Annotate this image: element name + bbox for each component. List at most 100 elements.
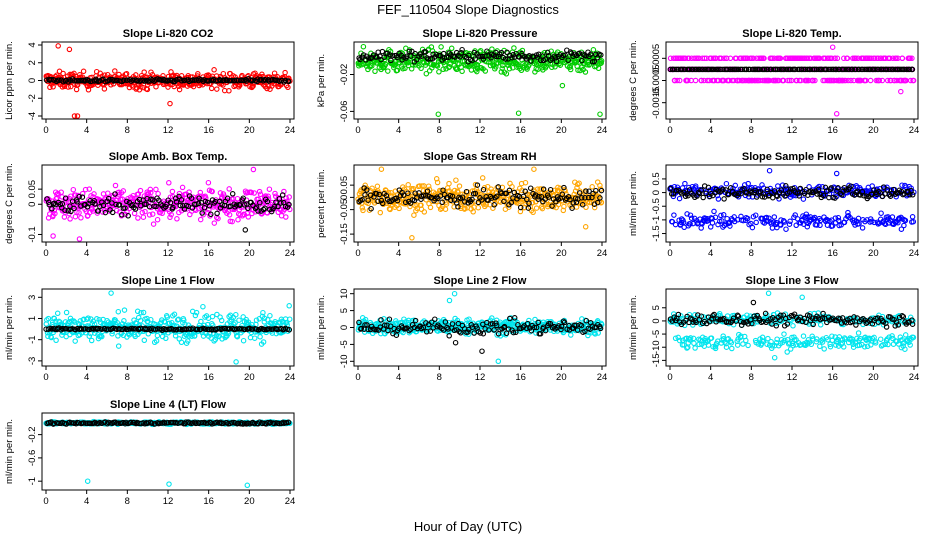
data-point [538,193,545,200]
data-point [262,205,268,212]
x-tick-label: 0 [43,372,48,383]
data-point [448,45,455,52]
data-point [358,325,365,332]
data-point [672,335,679,342]
panel-3: Slope Li-820 Temp.0 4 8 12 16 20 24-0.0015-0.0… [628,28,919,136]
data-point [852,66,859,73]
data-point [381,322,388,328]
data-point [721,196,727,202]
data-point [687,221,693,227]
data-point [360,43,367,50]
data-point [487,321,494,327]
data-point [108,290,114,296]
figure-title: FEF_110504 Slope Diagnostics [377,2,559,17]
data-point [257,199,263,206]
data-point [597,182,603,189]
data-point [438,44,444,50]
data-point [597,195,603,201]
data-point [568,332,574,338]
x-tick-label: 0 [667,248,672,259]
data-point [504,49,510,56]
data-point [690,322,696,328]
data-point [667,55,674,62]
data-point [74,113,81,119]
data-point [527,185,534,191]
data-point [812,77,818,84]
data-point [902,217,909,224]
data-point [364,187,370,193]
data-point [362,192,368,198]
data-point [247,77,254,83]
data-point [667,185,674,192]
data-point [743,77,749,84]
data-point [842,77,849,84]
data-point [226,186,232,192]
data-point [140,214,147,220]
data-point [472,56,478,62]
data-point [147,186,154,193]
data-point [899,55,906,62]
data-point [285,84,291,91]
data-point [241,211,248,218]
data-point [562,52,568,58]
data-point [266,186,273,192]
data-point [890,55,896,62]
panel-title: Slope Li-820 CO2 [123,28,213,40]
data-point [377,209,384,216]
data-point [271,70,278,76]
data-point [51,315,58,322]
x-tick-label: 24 [285,125,296,136]
data-point [528,327,535,334]
data-point [749,224,756,231]
data-point [86,186,93,192]
data-point [459,68,465,75]
data-point [196,195,202,201]
data-point [700,194,706,201]
data-point [150,221,157,227]
data-point [796,193,802,199]
data-point [425,183,432,189]
data-point [79,190,86,197]
data-point [121,77,127,84]
data-point [872,66,878,73]
data-point [455,189,461,196]
data-point [407,203,413,210]
data-point [540,186,547,192]
x-tick-label: 4 [84,125,89,136]
data-point [205,179,212,186]
data-point [446,333,452,339]
data-point [775,66,781,73]
data-point [197,216,204,223]
data-point [493,53,500,60]
data-point [909,192,916,198]
x-tick-label: 8 [437,125,442,136]
data-point [583,204,589,211]
data-point [813,66,820,73]
data-point [192,312,199,319]
data-point [442,206,449,212]
data-point [446,64,452,71]
data-point [454,317,461,324]
x-tick-label: 4 [84,248,89,259]
data-point [803,211,810,217]
data-point [590,47,597,53]
data-point [483,201,489,208]
data-point [519,187,525,194]
data-point [698,77,705,84]
panel-title: Slope Sample Flow [742,151,843,163]
panel-title: Slope Gas Stream RH [423,151,536,163]
data-point [125,213,131,219]
y-tick-label: -2 [27,94,38,102]
data-point [586,188,592,194]
data-point [239,326,245,332]
data-point [701,77,707,84]
data-point [446,63,453,70]
data-point [480,186,487,193]
data-point [582,69,589,75]
data-point [245,319,252,325]
data-point [542,327,549,334]
x-tick-label: 4 [396,125,401,136]
data-point [489,46,495,52]
data-point [124,198,130,205]
